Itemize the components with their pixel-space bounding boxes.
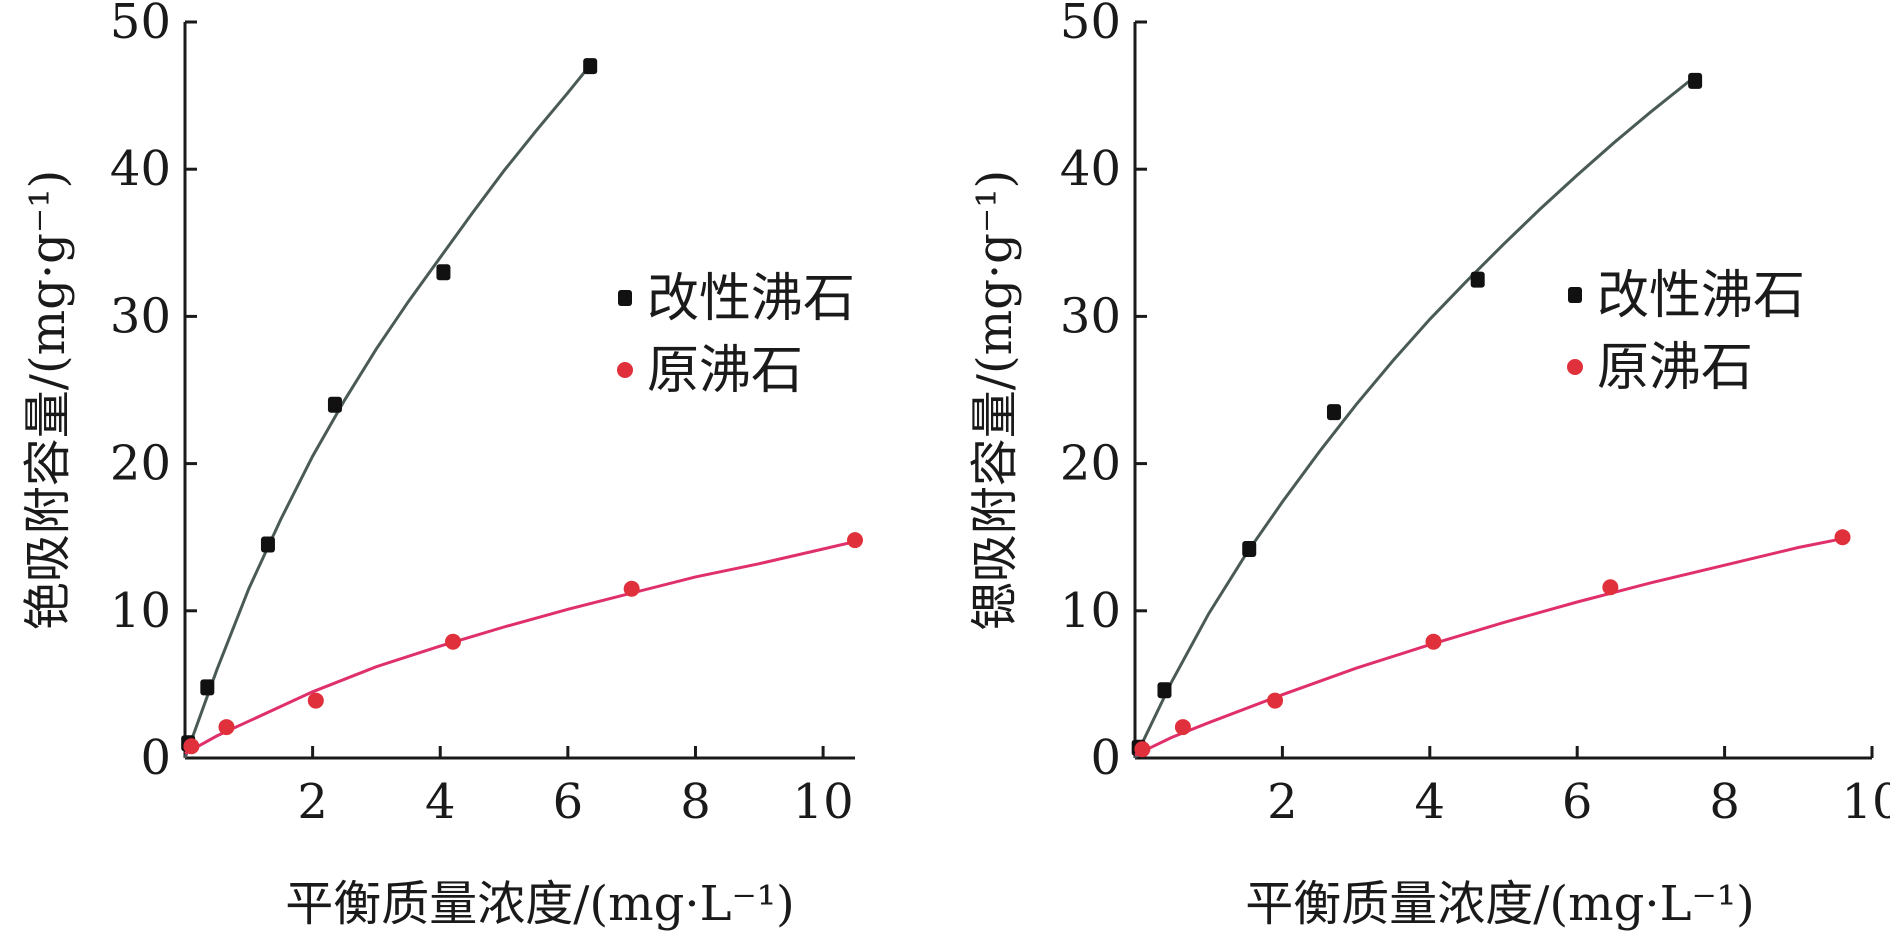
y-tick-label: 20 — [110, 436, 171, 492]
y-axis-title: 锶吸附容量/(mg·g⁻¹) — [967, 170, 1023, 630]
data-point-raw — [1425, 633, 1442, 650]
x-tick-label: 8 — [1709, 774, 1740, 830]
data-point-raw — [1267, 692, 1284, 709]
data-point-raw — [307, 692, 324, 709]
x-tick-label: 4 — [425, 774, 456, 830]
data-point-modified — [436, 264, 451, 281]
data-point-raw — [183, 738, 200, 755]
y-tick-label: 0 — [1090, 730, 1121, 786]
fit-curve-raw — [1134, 537, 1843, 757]
x-axis-title: 平衡质量浓度/(mg·L⁻¹) — [285, 876, 795, 932]
data-point-raw — [218, 719, 235, 736]
y-tick-label: 30 — [110, 288, 171, 344]
data-point-raw — [1602, 579, 1619, 596]
x-tick-label: 4 — [1415, 774, 1446, 830]
x-tick-label: 6 — [553, 774, 584, 830]
y-tick-label: 50 — [110, 0, 171, 50]
data-point-raw — [1834, 529, 1851, 546]
data-point-raw — [1174, 719, 1191, 736]
data-point-modified — [200, 679, 215, 696]
y-tick-label: 40 — [110, 141, 171, 197]
legend-marker-raw — [1567, 359, 1583, 375]
y-tick-label: 30 — [1060, 288, 1121, 344]
x-tick-label: 8 — [680, 774, 711, 830]
data-point-modified — [327, 396, 342, 413]
fit-curve-raw — [184, 540, 856, 755]
x-axis-title: 平衡质量浓度/(mg·L⁻¹) — [1245, 876, 1755, 932]
legend-label-modified: 改性沸石 — [647, 269, 855, 329]
chart-panel-strontium: 0 10 20 30 40 50 2 4 6 8 10 平衡质量浓度/(mg·L⁻¹) 锶吸附容量/(m… — [967, 0, 1890, 932]
legend-label-raw: 原沸石 — [1597, 338, 1753, 398]
y-tick-label: 0 — [140, 730, 171, 786]
x-tick-label: 10 — [793, 774, 854, 830]
data-point-raw — [847, 532, 863, 549]
legend-label-modified: 改性沸石 — [1597, 266, 1805, 326]
data-point-modified — [1242, 540, 1257, 557]
chart-panel-cesium: 0 10 20 30 40 50 2 4 6 8 10 平衡质量浓度/(mg·L⁻¹) 铯吸附容量/(m… — [20, 0, 863, 932]
legend-marker-modified — [1568, 287, 1582, 303]
data-point-raw — [623, 580, 640, 597]
data-point-modified — [1470, 271, 1485, 288]
data-point-modified — [1157, 682, 1172, 699]
legend-label-raw: 原沸石 — [647, 341, 803, 401]
y-tick-label: 20 — [1060, 436, 1121, 492]
y-tick-label: 10 — [1060, 583, 1121, 639]
data-point-modified — [1326, 404, 1341, 421]
data-point-modified — [583, 58, 598, 75]
data-point-modified — [260, 536, 275, 553]
x-tick-label: 6 — [1562, 774, 1593, 830]
data-point-raw — [445, 633, 461, 650]
y-tick-label: 50 — [1060, 0, 1121, 50]
x-tick-label: 2 — [297, 774, 328, 830]
y-tick-label: 10 — [110, 583, 171, 639]
y-tick-label: 40 — [1060, 141, 1121, 197]
fit-curve-modified — [183, 68, 589, 759]
x-tick-label: 2 — [1267, 774, 1298, 830]
x-tick-label: 10 — [1841, 774, 1890, 830]
legend-marker-modified — [618, 290, 632, 306]
legend-marker-raw — [617, 362, 633, 378]
y-axis-title: 铯吸附容量/(mg·g⁻¹) — [20, 170, 76, 630]
fit-curve-modified — [1133, 75, 1697, 759]
data-point-modified — [1688, 72, 1703, 89]
data-point-raw — [1134, 741, 1151, 758]
